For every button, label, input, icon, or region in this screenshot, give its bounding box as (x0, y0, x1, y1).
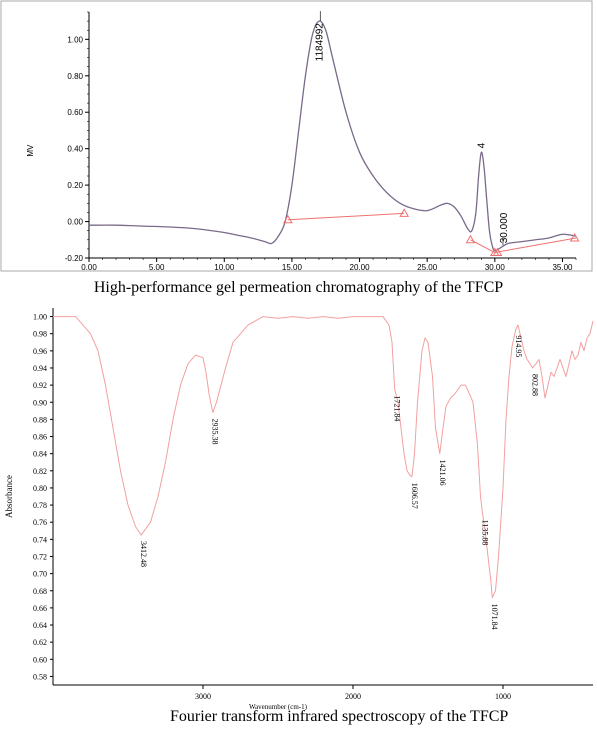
y-tick-label: 0.80 (33, 484, 47, 493)
y-tick-label: 0.84 (33, 450, 47, 459)
y-axis-label: Absorbance (4, 475, 14, 518)
y-tick-label: 0.60 (33, 655, 47, 664)
y-tick-label: 0.72 (33, 552, 47, 561)
x-tick-label: 15.00 (282, 263, 303, 272)
peak-label: 914.95 (514, 335, 523, 357)
baseline-marker (492, 247, 503, 257)
chart-frame (0, 0, 593, 272)
y-tick-label: 0.88 (33, 415, 47, 424)
y-tick-label: 0.96 (33, 347, 47, 356)
x-tick-label: 25.00 (417, 263, 438, 272)
ftir-chart: 0.58 0.60 0.62 0.64 0.66 0.68 0.70 0.72 0.74 0.76… (4, 308, 594, 710)
peak-label: 4 (476, 142, 487, 148)
y-tick-label: 1.00 (67, 35, 83, 44)
x-tick-label: 1000 (495, 692, 511, 701)
x-tick-label: 5.00 (149, 263, 165, 272)
y-tick-label: 0.62 (33, 638, 47, 647)
y-tick-label: 0.66 (33, 604, 47, 613)
y-tick-label: 0.98 (33, 330, 47, 339)
x-tick-label: 0.00 (81, 263, 97, 272)
y-tick-label: 0.82 (33, 467, 47, 476)
y-tick-label: 0.68 (33, 587, 47, 596)
hpgpc-chart: -0.200.000.200.400.600.801.000.00 5.00 10.… (0, 0, 593, 272)
baseline-marker (465, 234, 476, 244)
hpgpc-series-line (88, 20, 577, 252)
peak-label: 1606.57 (410, 483, 419, 509)
y-tick-label: 0.64 (33, 621, 47, 630)
y-tick-label: 1.00 (33, 313, 47, 322)
y-tick-label: 0.92 (33, 381, 47, 390)
y-tick-label: 0.76 (33, 518, 47, 527)
y-tick-label: 0.00 (67, 218, 83, 227)
y-tick-label: 0.58 (33, 672, 47, 681)
y-tick-label: 0.70 (33, 570, 47, 579)
peak-label: 1721.84 (393, 395, 402, 421)
peak-label: 3412.48 (139, 541, 148, 567)
x-tick-label: 2000 (345, 692, 361, 701)
y-tick-label: 0.94 (33, 364, 47, 373)
x-axis-label: Wavenumber (cm-1) (249, 703, 308, 710)
x-tick-label: 10.00 (214, 263, 235, 272)
integration-baseline (287, 212, 405, 221)
y-tick-label: 0.40 (67, 145, 83, 154)
y-axis-label: MV (26, 144, 35, 157)
baseline-marker (399, 208, 410, 217)
baseline-marker (569, 232, 580, 242)
hpgpc-caption: High-performance gel permeation chromato… (93, 279, 504, 296)
peak-label: 2935.38 (211, 419, 220, 445)
y-tick-label: 0.74 (33, 535, 47, 544)
y-tick-label: 0.60 (67, 108, 83, 117)
integration-baseline (494, 237, 577, 254)
x-tick-label: 35.00 (552, 263, 573, 272)
y-tick-label: 0.20 (67, 181, 83, 190)
peak-label: 1071.84 (490, 604, 499, 630)
peak-label: 1135.88 (481, 520, 490, 546)
x-tick-label: 3000 (195, 692, 211, 701)
baseline-marker (282, 214, 293, 224)
y-tick-label: 0.80 (67, 72, 83, 81)
peak-label: 1184992 (314, 23, 325, 62)
y-tick-label: 0.78 (33, 501, 47, 510)
peak-label: 30.000 (499, 212, 510, 243)
y-tick-label: -0.20 (65, 254, 84, 263)
ftir-caption: Fourier transform infrared spectroscopy … (170, 708, 509, 725)
x-tick-label: 30.00 (485, 263, 506, 272)
peak-label: 1421.06 (438, 460, 447, 486)
x-tick-label: 20.00 (350, 263, 371, 272)
y-tick-label: 0.90 (33, 398, 47, 407)
peak-label: 802.88 (531, 374, 540, 396)
ftir-series-line (53, 316, 594, 599)
y-tick-label: 0.86 (33, 433, 47, 442)
